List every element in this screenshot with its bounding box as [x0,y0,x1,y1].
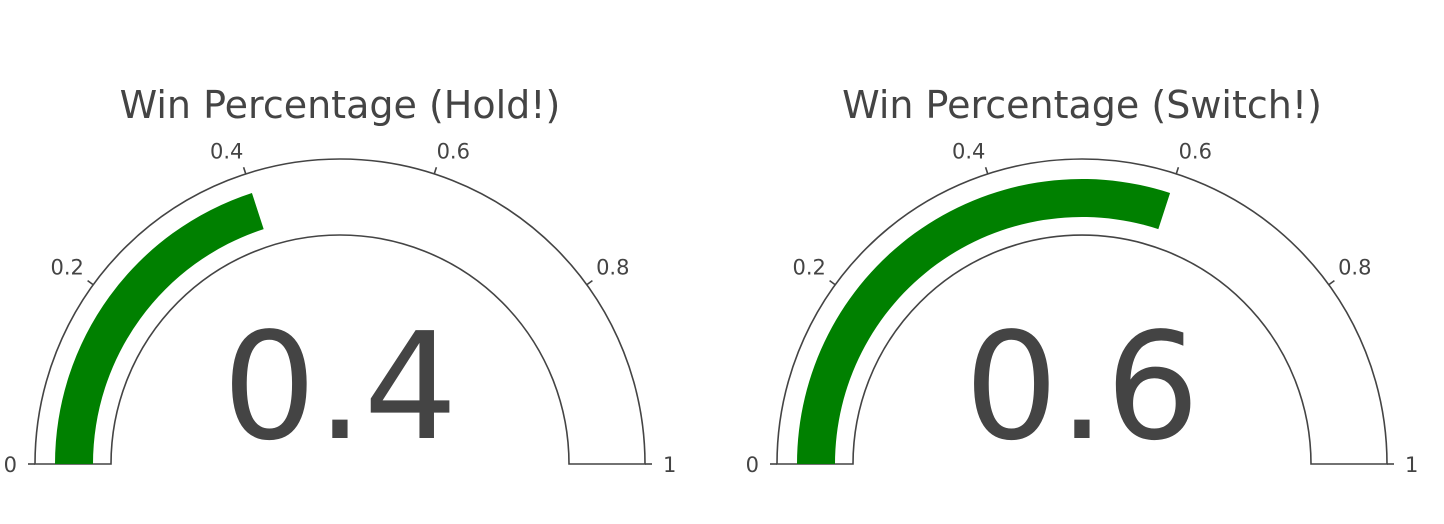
gauge-title: Win Percentage (Switch!) [842,83,1322,127]
gauge-tick-label: 0.6 [437,140,470,164]
gauge-tick [1328,279,1335,286]
gauge-tick-label: 0.8 [596,255,629,279]
gauge-tick-label: 0 [4,453,17,477]
gauge-tick [586,279,593,286]
gauge-value-bar [55,192,264,464]
gauge-title: Win Percentage (Hold!) [120,83,561,127]
gauge-tick [87,279,94,286]
gauge-tick-label: 1 [1405,453,1418,477]
gauge-tick-label: 0.6 [1179,140,1212,164]
gauge-value-bar [797,179,1171,464]
gauge-tick-label: 1 [663,453,676,477]
gauge-tick-label: 0.4 [952,140,985,164]
gauge-tick [433,167,438,175]
gauge-tick-label: 0.4 [210,140,243,164]
gauge-tick [242,167,247,175]
gauge-tick [1175,167,1180,175]
gauge-tick-label: 0.2 [793,255,826,279]
gauge-value-number: 0.4 [222,301,457,473]
gauge-2: Win Percentage (Switch!) 0 0.2 0.4 0.6 0.8 1 0.… [746,83,1419,477]
gauge-tick [829,279,836,286]
gauge-tick-label: 0.8 [1338,255,1371,279]
gauge-tick-label: 0.2 [51,255,84,279]
gauge-tick-label: 0 [746,453,759,477]
gauge-tick [984,167,989,175]
gauge-value-number: 0.6 [964,301,1199,473]
gauge-1: Win Percentage (Hold!) 0 0.2 0.4 0.6 0.8 1 0.4 [4,83,677,477]
